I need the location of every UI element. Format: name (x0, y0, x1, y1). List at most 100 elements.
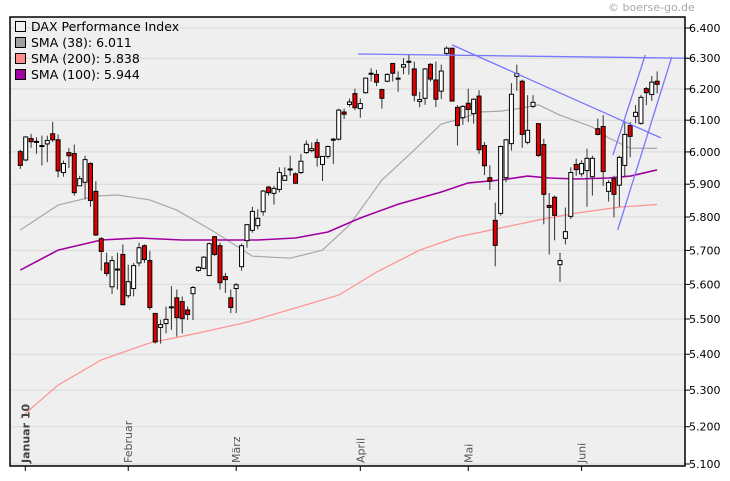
candle-body (552, 196, 558, 216)
candle-body (298, 160, 304, 174)
candle-body (374, 73, 380, 83)
candle-body (50, 133, 56, 141)
candle-body (44, 139, 50, 145)
candle (276, 167, 282, 193)
candle (255, 209, 261, 230)
candle (411, 61, 417, 102)
candle-body (357, 103, 363, 110)
y-tick-label: 5.800 (689, 211, 721, 224)
candle (55, 134, 61, 178)
candle (66, 148, 72, 168)
y-tick-label: 6.200 (689, 83, 721, 96)
trendline (358, 53, 688, 59)
legend-swatch (15, 69, 26, 80)
candle-body (109, 260, 115, 288)
candle (508, 83, 514, 151)
candle-body (498, 145, 504, 214)
candle (50, 121, 56, 143)
candle (584, 148, 590, 207)
candle-body (249, 210, 255, 231)
candle (44, 135, 50, 163)
y-tick-label: 5.300 (689, 384, 721, 397)
candle (201, 256, 207, 270)
y-tick-label: 5.200 (689, 421, 721, 434)
candle-body (195, 266, 201, 271)
candle-body (60, 162, 66, 174)
candle (498, 145, 504, 216)
y-tick-label: 5.500 (689, 313, 721, 326)
candle (217, 242, 223, 290)
candle (487, 165, 493, 191)
candle (266, 185, 272, 196)
x-tick-label: Mai (462, 444, 475, 463)
candle (293, 172, 299, 184)
candle (195, 265, 201, 273)
candle-body (152, 312, 158, 343)
candle (125, 264, 131, 299)
candle-body (444, 47, 450, 54)
candle-body (471, 98, 477, 115)
legend-label: SMA (200): 5.838 (31, 51, 140, 66)
candle-body (120, 253, 126, 306)
candle-body (363, 77, 369, 94)
candle (395, 71, 401, 92)
candle-body (325, 145, 331, 157)
sma-line (19, 104, 658, 259)
candle (471, 98, 477, 124)
candle (87, 162, 93, 207)
candle-body (643, 88, 649, 94)
candle (546, 193, 552, 255)
candle (39, 135, 45, 166)
candle-body (163, 318, 169, 325)
candle-body (573, 163, 579, 171)
x-tick-label: April (354, 438, 367, 463)
candle-body (487, 177, 493, 182)
candle-body (104, 262, 110, 274)
candle-body (147, 260, 153, 309)
candle (282, 167, 288, 181)
candle-body (438, 70, 444, 92)
candle-body (449, 47, 455, 102)
candle-body (622, 133, 628, 166)
candle-body (55, 139, 61, 172)
candle (131, 262, 137, 297)
candle-body (190, 286, 196, 295)
candle (481, 142, 487, 176)
candle-body (314, 142, 320, 158)
candle-body (579, 162, 585, 175)
candle (374, 69, 380, 87)
candle (347, 98, 353, 107)
candle (552, 195, 558, 241)
candle (600, 115, 606, 186)
candle (260, 190, 266, 216)
candle-body (546, 204, 552, 208)
candle (541, 138, 547, 225)
candle (190, 286, 196, 321)
candle-body (131, 265, 137, 290)
sma-line (19, 203, 658, 419)
candle-body (255, 217, 261, 227)
candle (114, 252, 120, 290)
candle-body (427, 63, 433, 80)
candle-body (136, 247, 142, 264)
candle-body (125, 281, 131, 297)
legend-label: SMA (38): 6.011 (31, 35, 132, 50)
candle (336, 108, 342, 141)
candle-body (271, 187, 277, 194)
candle-body (168, 306, 174, 309)
candle (163, 306, 169, 334)
candle (314, 138, 320, 167)
x-tick-label: Februar (122, 420, 135, 463)
candle (611, 175, 617, 218)
y-tick-label: 6.000 (689, 146, 721, 159)
candle (141, 244, 147, 263)
candle-body (616, 156, 622, 186)
candle-body (384, 73, 390, 82)
candle-body (66, 152, 72, 157)
plot-frame (9, 16, 686, 467)
candle-body (336, 109, 342, 140)
candle-body (158, 324, 164, 328)
candle (152, 312, 158, 344)
candle-body (606, 182, 612, 192)
